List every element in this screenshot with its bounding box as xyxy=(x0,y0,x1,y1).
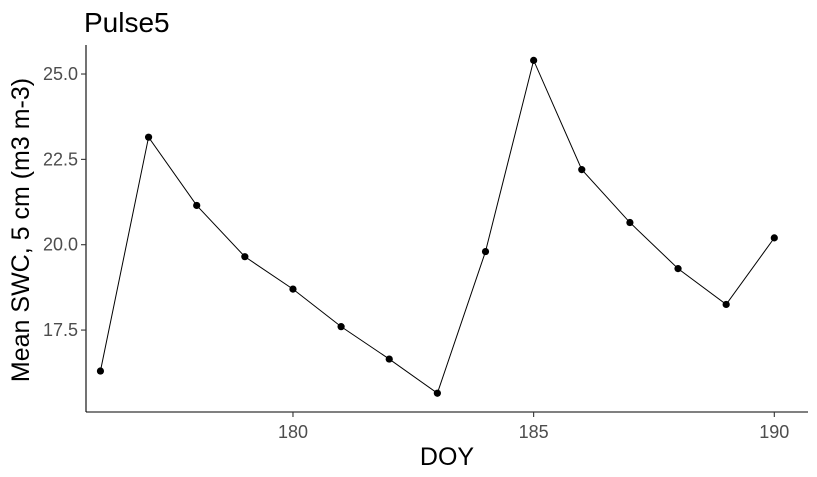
data-point xyxy=(337,323,345,331)
plot-area xyxy=(96,56,778,397)
data-point xyxy=(144,133,153,141)
data-point xyxy=(241,253,249,261)
data-point xyxy=(770,234,778,242)
data-point xyxy=(193,201,201,210)
x-tick-label: 180 xyxy=(278,422,308,442)
data-point xyxy=(530,56,538,64)
y-axis-title: Mean SWC, 5 cm (m3 m-3) xyxy=(7,78,35,382)
series-line xyxy=(99,58,775,395)
x-axis: 180 185 190 xyxy=(278,412,789,442)
y-tick-label: 17.5 xyxy=(43,320,78,340)
y-tick-label: 25.0 xyxy=(43,64,78,84)
data-point xyxy=(96,367,105,375)
chart-title: Pulse5 xyxy=(84,7,170,38)
data-point xyxy=(674,265,682,273)
y-axis: 17.5 20.0 22.5 25.0 xyxy=(43,64,86,340)
data-point xyxy=(289,285,297,293)
x-tick-label: 190 xyxy=(759,422,789,442)
data-point xyxy=(722,300,730,309)
y-tick-label: 22.5 xyxy=(43,149,78,169)
data-point xyxy=(578,166,586,174)
x-tick-label: 185 xyxy=(519,422,549,442)
y-tick-label: 20.0 xyxy=(43,235,78,255)
data-point xyxy=(481,247,490,256)
data-point xyxy=(626,218,634,227)
data-point xyxy=(385,355,393,363)
data-point xyxy=(433,389,441,397)
x-axis-title: DOY xyxy=(420,443,475,471)
